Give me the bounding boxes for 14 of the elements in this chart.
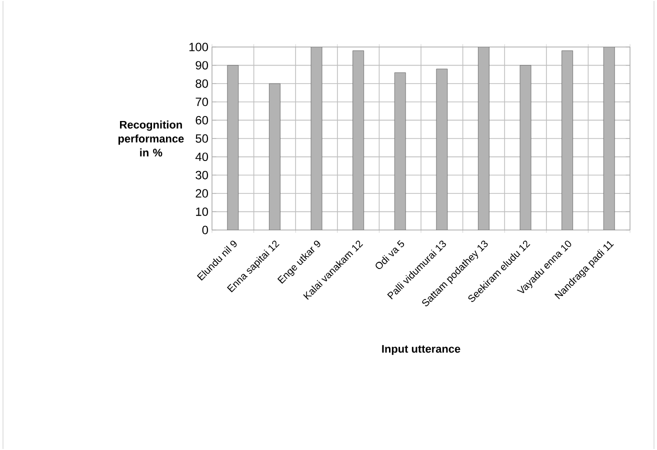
y-tick-label: 40 xyxy=(195,152,208,162)
x-tick-label: Odi va 5 xyxy=(376,240,404,269)
y-axis-title: Recognition performance in % xyxy=(118,120,184,156)
y-tick-label: 80 xyxy=(196,79,208,88)
y-tick-label: 30 xyxy=(196,170,208,180)
y-tick-label: 70 xyxy=(196,98,208,106)
y-tick-label: 60 xyxy=(196,116,208,124)
y-tick-label: 100 xyxy=(189,42,208,52)
y-tick-label: 20 xyxy=(196,189,208,198)
y-tick-label: 50 xyxy=(196,134,208,143)
y-tick-label: 0 xyxy=(202,226,208,234)
y-tick-label: 90 xyxy=(196,61,208,70)
x-axis-title: Input utterance xyxy=(382,345,460,355)
y-tick-label: 10 xyxy=(196,207,208,216)
